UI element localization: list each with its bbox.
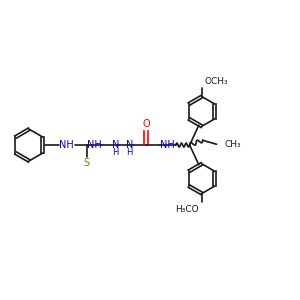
Text: NH: NH — [59, 140, 74, 150]
Text: H: H — [112, 148, 119, 158]
Text: OCH₃: OCH₃ — [205, 77, 228, 86]
Text: S: S — [83, 158, 90, 168]
Text: O: O — [142, 119, 150, 129]
Text: H: H — [126, 148, 132, 158]
Text: N: N — [125, 140, 133, 150]
Text: CH₃: CH₃ — [224, 140, 241, 149]
Text: N: N — [112, 140, 119, 150]
Text: H₃CO: H₃CO — [175, 205, 199, 214]
Text: NH: NH — [160, 140, 175, 150]
Text: NH: NH — [87, 140, 102, 150]
